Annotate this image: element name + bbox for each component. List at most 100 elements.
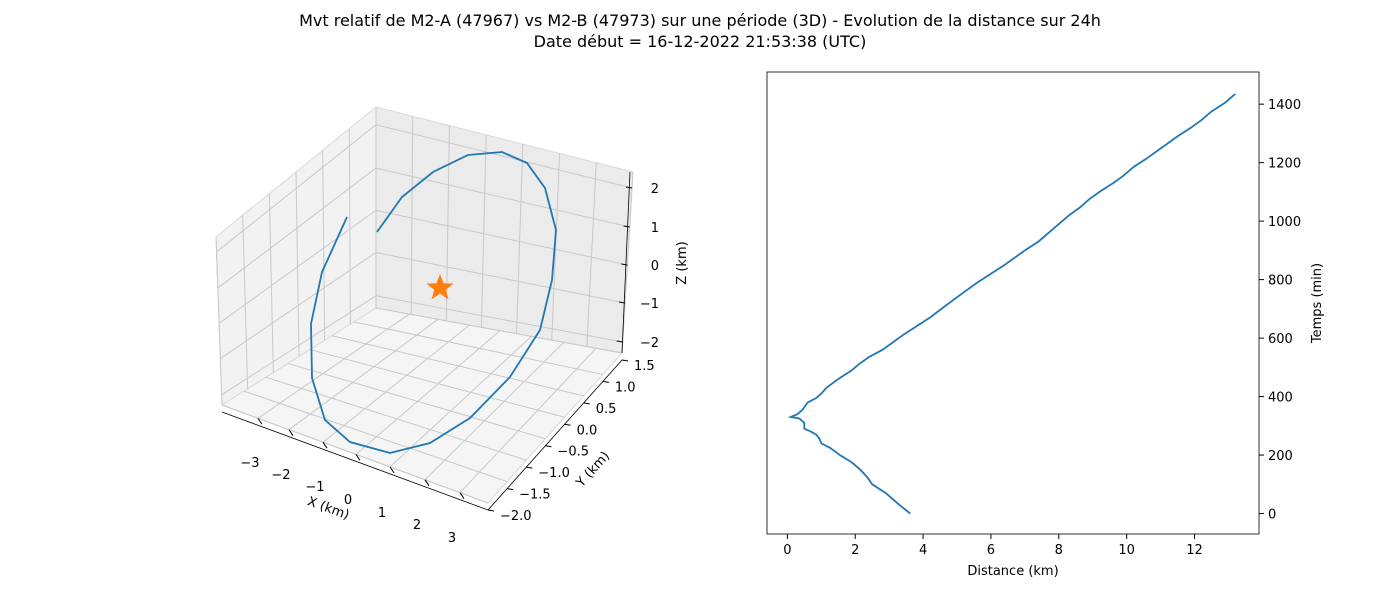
z-tick-label: 2 [651,182,659,197]
z-tick [623,225,630,228]
trajectory-line [310,151,557,454]
grid-line-z [220,251,626,360]
y-tick-label: 1.0 [615,380,636,395]
z-tick-label: 0 [651,259,659,274]
grid-line-floor [221,404,489,504]
y-tick [545,445,552,448]
z-axis-label: Z (km) [675,241,690,284]
y-tick-label: 0.5 [596,402,617,417]
grid-line-side-vertical [586,162,597,347]
x-tick [389,466,395,474]
x-tick [424,479,430,487]
ticks-2d: 0 2 4 6 8 10 12 0 200 400 600 800 1000 1200 1400 [783,98,1301,558]
chart-title: Mvt relatif de M2-A (47967) vs M2-B (479… [299,11,1101,30]
grid-line-floor [331,335,584,397]
x-axis-line [221,411,489,511]
y-tick [487,509,495,512]
z-tick [625,186,633,189]
y-tick-label: 1200 [1268,157,1301,172]
y-tick-label: 0 [1268,508,1276,523]
plot-3d-trajectory: −3 −2 −1 0 1 2 3 2 1 0 −1 −2 −2.0 −1.5 −1.0 −0.5 0.0 0.5 1… [215,105,690,546]
grid-line-floor [375,307,623,354]
z-tick-label: −1 [640,297,659,312]
y-tick-label: −0.5 [557,445,589,460]
x-axis-label-2d: Distance (km) [967,564,1058,579]
grid-line-back-vertical [242,215,249,389]
y-tick [526,466,533,469]
grid-line-back-vertical [322,150,326,341]
y-tick-label: −1.5 [519,488,551,503]
y-tick-label: 1.5 [634,359,655,374]
grid-line-floor [243,390,508,483]
y-tick [621,359,629,362]
y-tick-label: 800 [1268,274,1293,289]
series-line [787,93,1236,515]
y-tick-label: −2.0 [500,509,532,524]
x-tick [257,417,263,425]
grid-line-x [389,336,532,468]
grid-3d [215,107,634,504]
grid-line-side-vertical [551,153,561,341]
grid-line-back-vertical [215,236,223,406]
x-tick-label: −2 [271,468,290,483]
x-tick-label: 3 [448,531,456,546]
x-tick-label: −3 [240,456,259,471]
y-axis-line [487,359,623,511]
grid-line-side-vertical [516,144,524,334]
y-tick-label: 400 [1268,391,1293,406]
grid-line-x [459,347,597,494]
grid-line-z [216,124,633,253]
origin-star-marker [426,274,454,300]
x-tick-label: −1 [305,480,324,495]
grid-line-x [355,330,501,455]
grid-line-floor [353,321,603,375]
z-tick [618,301,626,304]
x-tick-label: 2 [413,518,421,533]
grid-line-floor [265,376,527,461]
z-tick-label: 1 [651,221,659,236]
grid-line-back-vertical [348,128,351,325]
y-tick [507,488,514,491]
z-tick-label: −2 [640,336,659,351]
z-axis-line [621,171,631,354]
y-tick-label: 1400 [1268,98,1301,113]
grid-line-x [322,324,470,443]
grid-line-back-vertical [295,171,300,357]
grid-line-z [218,209,628,324]
ticks-3d: −3 −2 −1 0 1 2 3 2 1 0 −1 −2 −2.0 −1.5 −1.0 −0.5 0.0 0.5 1… [240,182,659,546]
y-tick-label: 1000 [1268,215,1301,230]
x-tick-label: 12 [1186,543,1203,558]
x-tick-label: 10 [1118,543,1135,558]
grid-line-side-vertical [480,134,487,328]
grid-line-back-vertical [268,193,274,373]
x-tick-label: 6 [987,543,995,558]
grid-line-x [424,341,565,481]
y-axis-label-2d: Temps (min) [1310,263,1325,344]
y-tick [602,380,609,383]
z-tick [616,340,623,343]
y-tick [564,423,571,426]
plot-frame [766,71,1260,535]
x-tick-label: 1 [378,506,386,521]
x-tick [288,429,294,436]
grid-line-floor [287,362,546,440]
x-tick-label: 4 [919,543,927,558]
y-tick [583,402,590,405]
y-tick-label: 0.0 [577,423,598,438]
x-tick [322,441,328,449]
grid-line-x [288,318,439,431]
x-tick [355,454,361,461]
x-tick-label: 0 [783,543,791,558]
grid-line-side-vertical [621,171,634,354]
x-tick-label: 0 [344,493,352,508]
x-tick-label: 8 [1055,543,1063,558]
grid-line-floor [309,349,565,418]
y-tick-label: 600 [1268,332,1293,347]
z-tick [621,263,628,266]
x-tick [459,492,465,499]
grid-line-z [217,167,630,289]
x-tick-label: 2 [851,543,859,558]
chart-subtitle: Date début = 16-12-2022 21:53:38 (UTC) [533,32,867,51]
y-tick-label: 200 [1268,449,1293,464]
grid-line-side-vertical [410,116,414,315]
